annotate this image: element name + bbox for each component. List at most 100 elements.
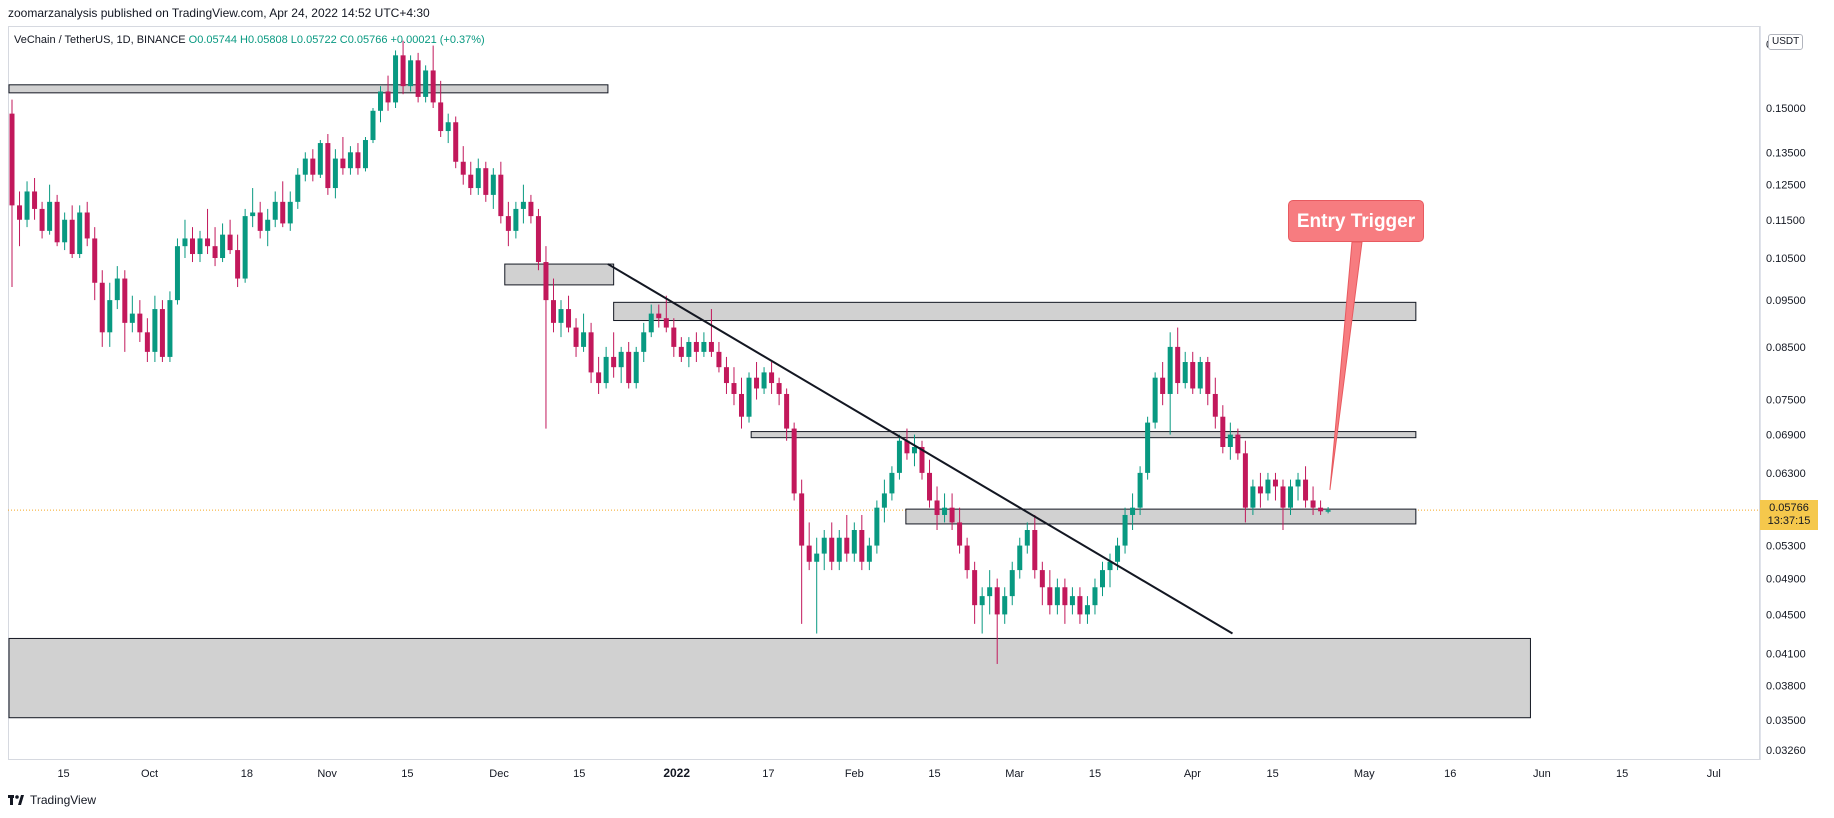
currency-button[interactable]: USDT <box>1768 34 1804 50</box>
candle-body <box>1047 587 1053 606</box>
publisher-header: zoomarzanalysis published on TradingView… <box>8 6 430 20</box>
candle-body <box>656 313 662 319</box>
candle-body <box>17 205 23 220</box>
candle-body <box>829 537 835 562</box>
candle-body <box>1257 486 1263 494</box>
candle-body <box>603 356 609 384</box>
x-tick-label: Mar <box>1005 768 1024 780</box>
candle-body <box>280 201 286 224</box>
candle-body <box>814 553 820 562</box>
x-tick-label: 16 <box>1444 768 1456 780</box>
x-tick-label: 15 <box>1266 768 1278 780</box>
tradingview-logo-icon <box>8 795 24 805</box>
x-tick-label: Jun <box>1533 768 1551 780</box>
candle-body <box>844 537 850 554</box>
candle-body <box>99 282 105 333</box>
candle-body <box>566 309 572 328</box>
x-tick-label: 15 <box>1616 768 1628 780</box>
candle-body <box>754 377 760 389</box>
candle-body <box>287 201 293 224</box>
last-price-tag: 0.05766 13:37:15 <box>1760 500 1818 530</box>
candle-body <box>1325 510 1331 512</box>
zone-box-5 <box>8 637 1531 719</box>
y-tick-label: 0.05300 <box>1766 541 1806 553</box>
candle-body <box>1160 377 1166 394</box>
candle-body <box>528 201 534 217</box>
symbol-legend: VeChain / TetherUS, 1D, BINANCE O0.05744… <box>14 34 485 46</box>
candle-body <box>1092 587 1098 606</box>
candle-body <box>949 507 955 523</box>
y-tick-label: 0.11500 <box>1766 215 1805 227</box>
candle-body <box>505 216 511 231</box>
candle-body <box>302 158 308 175</box>
candle-body <box>799 493 805 546</box>
candle-body <box>1069 596 1075 606</box>
candle-body <box>362 140 368 169</box>
candle-body <box>957 522 963 546</box>
last-price-label: 0.05766 <box>1769 502 1809 514</box>
candle-body <box>708 341 714 352</box>
candle-body <box>987 587 993 597</box>
candle-body <box>107 300 113 333</box>
x-tick-label: 15 <box>401 768 413 780</box>
candle-body <box>1197 362 1203 389</box>
y-tick-label: 0.04900 <box>1766 574 1806 586</box>
y-tick-label: 0.12500 <box>1766 180 1806 192</box>
candle-body <box>731 383 737 394</box>
candle-body <box>663 318 669 328</box>
candle-body <box>378 91 384 111</box>
candle-body <box>927 472 933 501</box>
candle-body <box>633 351 639 384</box>
symbol-name[interactable]: VeChain / TetherUS, 1D, BINANCE <box>14 34 186 46</box>
candle-body <box>1009 570 1015 597</box>
candle-body <box>498 174 504 217</box>
candle-body <box>400 55 406 87</box>
candle-body <box>671 327 677 347</box>
candle-body <box>919 446 925 473</box>
candle-body <box>693 341 699 352</box>
y-tick-label: 0.06300 <box>1766 468 1806 480</box>
candle-body <box>1212 393 1218 417</box>
candle-body <box>1107 561 1113 571</box>
candle-body <box>723 367 729 384</box>
candle-body <box>821 537 827 554</box>
candle-body <box>746 377 752 417</box>
y-tick-label: 0.06900 <box>1766 430 1806 442</box>
candle-body <box>513 208 519 231</box>
candle-body <box>558 309 564 323</box>
candle-body <box>490 174 496 195</box>
bar-countdown: 13:37:15 <box>1767 515 1811 527</box>
candle-body <box>1115 545 1121 562</box>
candle-body <box>1077 596 1083 615</box>
entry-trigger-callout[interactable]: Entry Trigger <box>1288 200 1424 242</box>
candle-body <box>550 300 556 323</box>
candle-body <box>92 238 98 283</box>
candle-body <box>716 351 722 368</box>
candle-body <box>648 313 654 333</box>
candle-body <box>859 530 865 562</box>
candle-body <box>686 341 692 357</box>
candle-body <box>1062 587 1068 606</box>
tradingview-footer[interactable]: TradingView <box>8 793 96 807</box>
candle-body <box>1182 362 1188 384</box>
candle-body <box>1145 422 1151 473</box>
zone-box-3 <box>750 431 1417 439</box>
candle-body <box>641 332 647 352</box>
candle-body <box>54 201 60 243</box>
candle-body <box>355 152 361 169</box>
callout-pointer <box>1329 241 1363 490</box>
candle-body <box>618 351 624 368</box>
x-tick-label: Oct <box>141 768 158 780</box>
candle-body <box>543 262 549 301</box>
candle-body <box>889 472 895 494</box>
candle-body <box>77 212 83 255</box>
candle-body <box>310 158 316 175</box>
candle-body <box>408 60 414 87</box>
x-tick-label: Apr <box>1184 768 1201 780</box>
x-tick-label: Dec <box>489 768 509 780</box>
x-tick-label: 18 <box>241 768 253 780</box>
candle-body <box>1227 434 1233 447</box>
candle-body <box>32 191 38 209</box>
candle-body <box>626 351 632 384</box>
